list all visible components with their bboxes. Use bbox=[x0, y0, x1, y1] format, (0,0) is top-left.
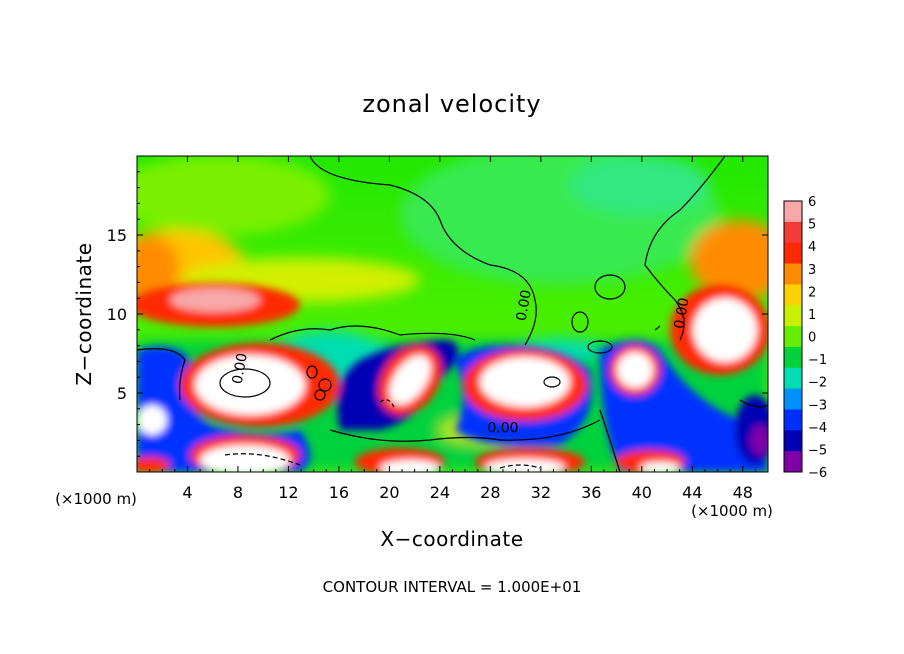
y-axis-label: Z−coordinate bbox=[72, 242, 96, 385]
contour-label: 0.00 bbox=[230, 352, 251, 385]
colorbar-frame bbox=[783, 200, 803, 473]
y-axis: 5 10 15 bbox=[107, 171, 768, 457]
x-tick-label: 40 bbox=[632, 483, 652, 502]
colorbar-label: −5 bbox=[808, 443, 827, 458]
colorbar-swatch bbox=[784, 305, 802, 327]
colorbar-label: 2 bbox=[808, 285, 816, 300]
x-tick-label: 44 bbox=[682, 483, 702, 502]
colorbar-swatch bbox=[784, 430, 802, 452]
x-tick-label: 16 bbox=[329, 483, 349, 502]
x-unit-label: (×1000 m) bbox=[691, 502, 773, 520]
x-tick-label: 12 bbox=[278, 483, 298, 502]
colorbar-swatch bbox=[784, 346, 802, 369]
x-tick-label: 48 bbox=[733, 483, 753, 502]
x-axis-label: X−coordinate bbox=[380, 527, 523, 551]
colorbar-label: 5 bbox=[808, 218, 816, 233]
x-tick-label: 8 bbox=[233, 483, 243, 502]
contour-interval-text: CONTOUR INTERVAL = 1.000E+01 bbox=[323, 578, 582, 596]
x-tick-label: 24 bbox=[430, 483, 450, 502]
chart-title: zonal velocity bbox=[362, 90, 541, 118]
colorbar: 6 5 4 3 2 1 0 −1 −2 −3 −4 −5 −6 bbox=[783, 195, 827, 481]
colorbar-label: 1 bbox=[808, 308, 816, 323]
colorbar-label: −1 bbox=[808, 353, 827, 368]
colorbar-label: 4 bbox=[808, 240, 816, 255]
colorbar-label: −4 bbox=[808, 421, 827, 436]
heatmap-field bbox=[137, 156, 768, 472]
colorbar-swatch bbox=[784, 451, 802, 473]
y-unit-label: (×1000 m) bbox=[55, 490, 137, 508]
x-axis: 4 8 12 16 20 24 28 32 36 40 44 48 bbox=[149, 156, 756, 502]
x-tick-label: 36 bbox=[581, 483, 601, 502]
contour-label: 0.00 bbox=[671, 297, 692, 330]
contour-label: 0.00 bbox=[487, 421, 518, 437]
colorbar-label: 6 bbox=[808, 195, 816, 210]
colorbar-swatch bbox=[784, 367, 802, 390]
colorbar-label: 0 bbox=[808, 331, 816, 346]
colorbar-swatch bbox=[784, 242, 802, 265]
y-tick-label: 5 bbox=[117, 384, 127, 403]
colorbar-swatch bbox=[784, 263, 802, 285]
x-tick-label: 32 bbox=[531, 483, 551, 502]
contour-label: 0.00 bbox=[514, 289, 535, 322]
x-tick-label: 28 bbox=[480, 483, 500, 502]
colorbar-swatch bbox=[784, 284, 802, 306]
colorbar-label: −2 bbox=[808, 376, 827, 391]
contour-labels: 0.00 0.00 0.00 0.00 bbox=[230, 289, 693, 437]
x-tick-label: 4 bbox=[182, 483, 192, 502]
y-tick-label: 15 bbox=[107, 226, 127, 245]
colorbar-swatch bbox=[784, 221, 802, 244]
y-tick-label: 10 bbox=[107, 305, 127, 324]
colorbar-label: 3 bbox=[808, 263, 816, 278]
x-tick-label: 20 bbox=[379, 483, 399, 502]
colorbar-swatch bbox=[784, 388, 802, 410]
colorbar-swatch bbox=[784, 409, 802, 431]
colorbar-label: −3 bbox=[808, 398, 827, 413]
colorbar-label: −6 bbox=[808, 466, 827, 481]
colorbar-swatch bbox=[784, 201, 802, 223]
colorbar-swatch bbox=[784, 326, 802, 348]
